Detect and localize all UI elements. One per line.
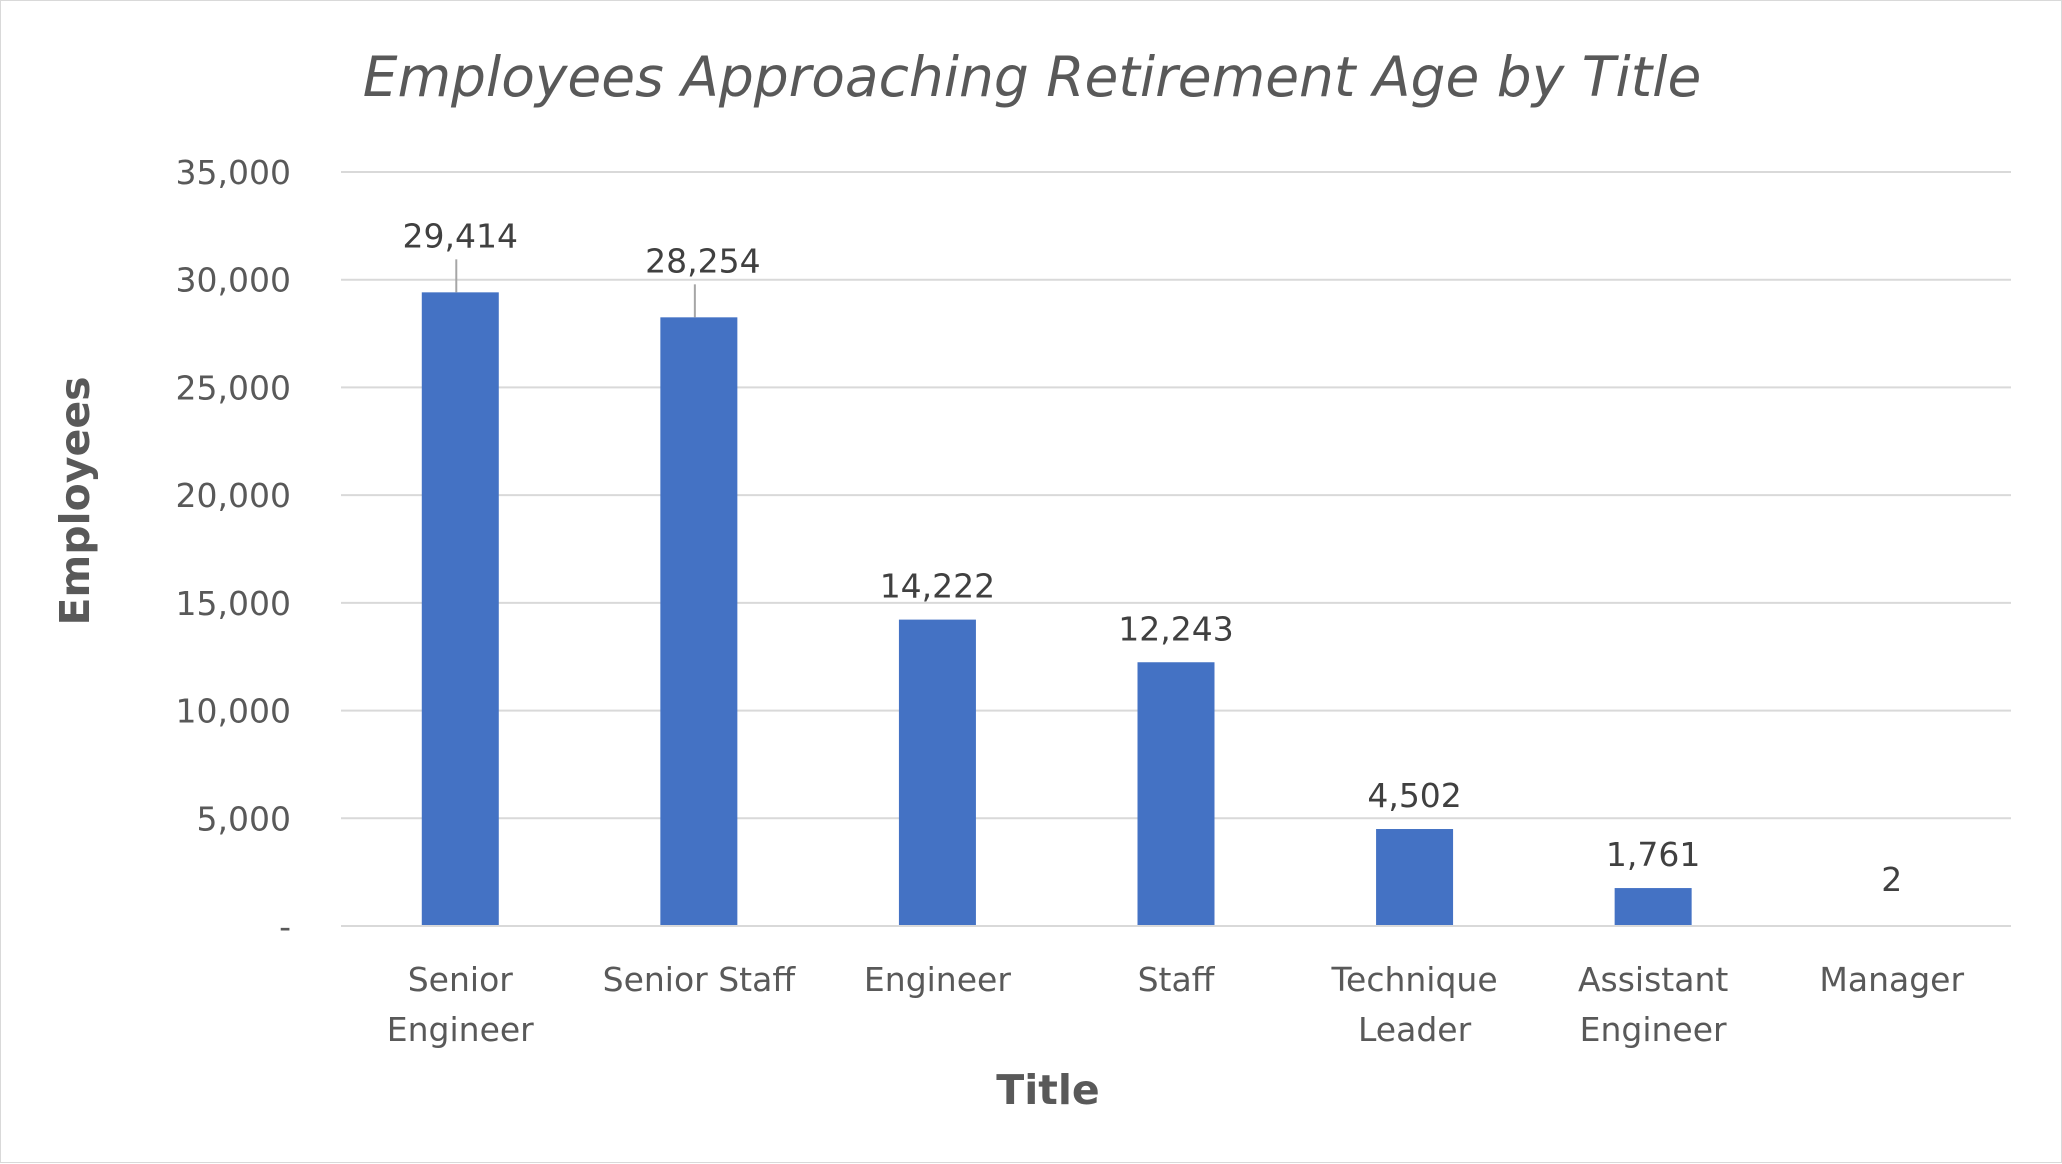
bar xyxy=(899,620,976,926)
x-category-label: Senior Staff xyxy=(603,960,797,999)
y-axis-title: Employees xyxy=(51,376,99,625)
bar xyxy=(1615,888,1692,926)
x-category-label: Staff xyxy=(1138,960,1216,999)
x-axis-title: Title xyxy=(996,1066,1099,1114)
y-tick-label: - xyxy=(279,907,291,946)
bar xyxy=(1138,662,1215,926)
y-tick-label: 5,000 xyxy=(197,799,291,838)
data-label: 12,243 xyxy=(1118,609,1233,648)
x-axis-categories: Senior Engineer Senior Staff Engineer Staff T… xyxy=(387,960,1965,1049)
x-category-label: Technique xyxy=(1330,960,1497,999)
data-label: 14,222 xyxy=(880,567,995,606)
x-category-label: Engineer xyxy=(1580,1010,1727,1049)
y-axis-ticks: - 5,000 10,000 15,000 20,000 25,000 30,000 35,0… xyxy=(176,153,291,946)
y-tick-label: 10,000 xyxy=(176,692,291,731)
x-category-label: Manager xyxy=(1819,960,1964,999)
bar xyxy=(1376,829,1453,926)
x-category-label: Engineer xyxy=(864,960,1011,999)
y-tick-label: 30,000 xyxy=(176,261,291,300)
y-tick-label: 20,000 xyxy=(176,476,291,515)
data-label: 4,502 xyxy=(1367,776,1461,815)
y-tick-label: 35,000 xyxy=(176,153,291,192)
y-tick-label: 15,000 xyxy=(176,584,291,623)
data-label: 28,254 xyxy=(645,241,760,280)
bar xyxy=(422,292,499,926)
data-label: 29,414 xyxy=(403,216,518,255)
y-tick-label: 25,000 xyxy=(176,368,291,407)
data-label: 1,761 xyxy=(1606,835,1700,874)
x-category-label: Senior xyxy=(408,960,514,999)
x-category-label: Leader xyxy=(1358,1010,1472,1049)
x-category-label: Assistant xyxy=(1578,960,1728,999)
x-category-label: Engineer xyxy=(387,1010,534,1049)
data-label: 2 xyxy=(1881,860,1902,899)
bar xyxy=(660,317,737,926)
chart-title: Employees Approaching Retirement Age by … xyxy=(363,45,1702,109)
